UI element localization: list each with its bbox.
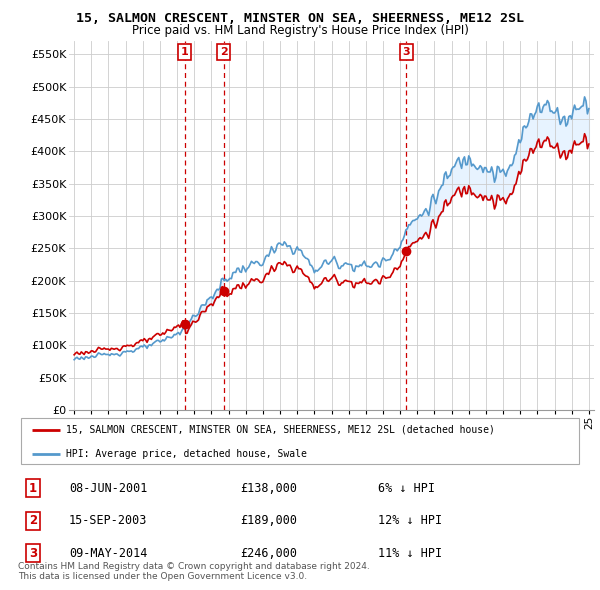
Text: 3: 3 [29,546,37,560]
Text: 11% ↓ HPI: 11% ↓ HPI [378,546,442,560]
Text: 2: 2 [220,47,227,57]
Text: Contains HM Land Registry data © Crown copyright and database right 2024.: Contains HM Land Registry data © Crown c… [18,562,370,571]
Text: 12% ↓ HPI: 12% ↓ HPI [378,514,442,527]
Text: 09-MAY-2014: 09-MAY-2014 [69,546,148,560]
Text: 1: 1 [29,481,37,495]
Text: £246,000: £246,000 [240,546,297,560]
Text: 3: 3 [403,47,410,57]
Text: £189,000: £189,000 [240,514,297,527]
Text: 15, SALMON CRESCENT, MINSTER ON SEA, SHEERNESS, ME12 2SL: 15, SALMON CRESCENT, MINSTER ON SEA, SHE… [76,12,524,25]
Text: £138,000: £138,000 [240,481,297,495]
Text: 08-JUN-2001: 08-JUN-2001 [69,481,148,495]
Text: 6% ↓ HPI: 6% ↓ HPI [378,481,435,495]
Text: This data is licensed under the Open Government Licence v3.0.: This data is licensed under the Open Gov… [18,572,307,581]
Text: Price paid vs. HM Land Registry's House Price Index (HPI): Price paid vs. HM Land Registry's House … [131,24,469,37]
Text: 1: 1 [181,47,188,57]
Text: 15-SEP-2003: 15-SEP-2003 [69,514,148,527]
Text: 15, SALMON CRESCENT, MINSTER ON SEA, SHEERNESS, ME12 2SL (detached house): 15, SALMON CRESCENT, MINSTER ON SEA, SHE… [66,425,495,435]
Text: 2: 2 [29,514,37,527]
FancyBboxPatch shape [21,418,579,464]
Text: HPI: Average price, detached house, Swale: HPI: Average price, detached house, Swal… [66,448,307,458]
